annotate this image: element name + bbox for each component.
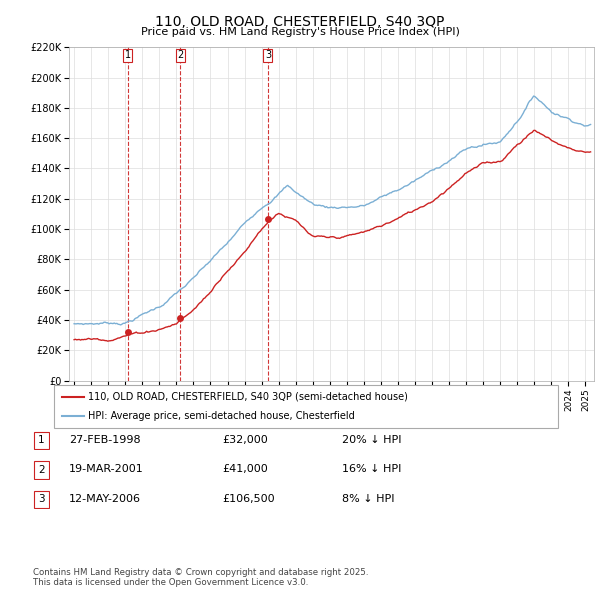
Text: Contains HM Land Registry data © Crown copyright and database right 2025.
This d: Contains HM Land Registry data © Crown c…: [33, 568, 368, 587]
Text: HPI: Average price, semi-detached house, Chesterfield: HPI: Average price, semi-detached house,…: [88, 411, 355, 421]
Text: £32,000: £32,000: [222, 435, 268, 444]
Text: £106,500: £106,500: [222, 494, 275, 503]
Text: 20% ↓ HPI: 20% ↓ HPI: [342, 435, 401, 444]
Text: 19-MAR-2001: 19-MAR-2001: [69, 464, 144, 474]
Text: 1: 1: [38, 435, 45, 445]
Text: 3: 3: [38, 494, 45, 504]
Text: 27-FEB-1998: 27-FEB-1998: [69, 435, 140, 444]
Text: 2: 2: [38, 465, 45, 475]
Text: 110, OLD ROAD, CHESTERFIELD, S40 3QP (semi-detached house): 110, OLD ROAD, CHESTERFIELD, S40 3QP (se…: [88, 392, 408, 402]
Text: 16% ↓ HPI: 16% ↓ HPI: [342, 464, 401, 474]
Text: £41,000: £41,000: [222, 464, 268, 474]
Text: 2: 2: [177, 50, 183, 60]
Text: 1: 1: [125, 50, 131, 60]
Text: 8% ↓ HPI: 8% ↓ HPI: [342, 494, 395, 503]
Text: 3: 3: [265, 50, 271, 60]
Text: 12-MAY-2006: 12-MAY-2006: [69, 494, 141, 503]
Text: Price paid vs. HM Land Registry's House Price Index (HPI): Price paid vs. HM Land Registry's House …: [140, 27, 460, 37]
Text: 110, OLD ROAD, CHESTERFIELD, S40 3QP: 110, OLD ROAD, CHESTERFIELD, S40 3QP: [155, 15, 445, 30]
